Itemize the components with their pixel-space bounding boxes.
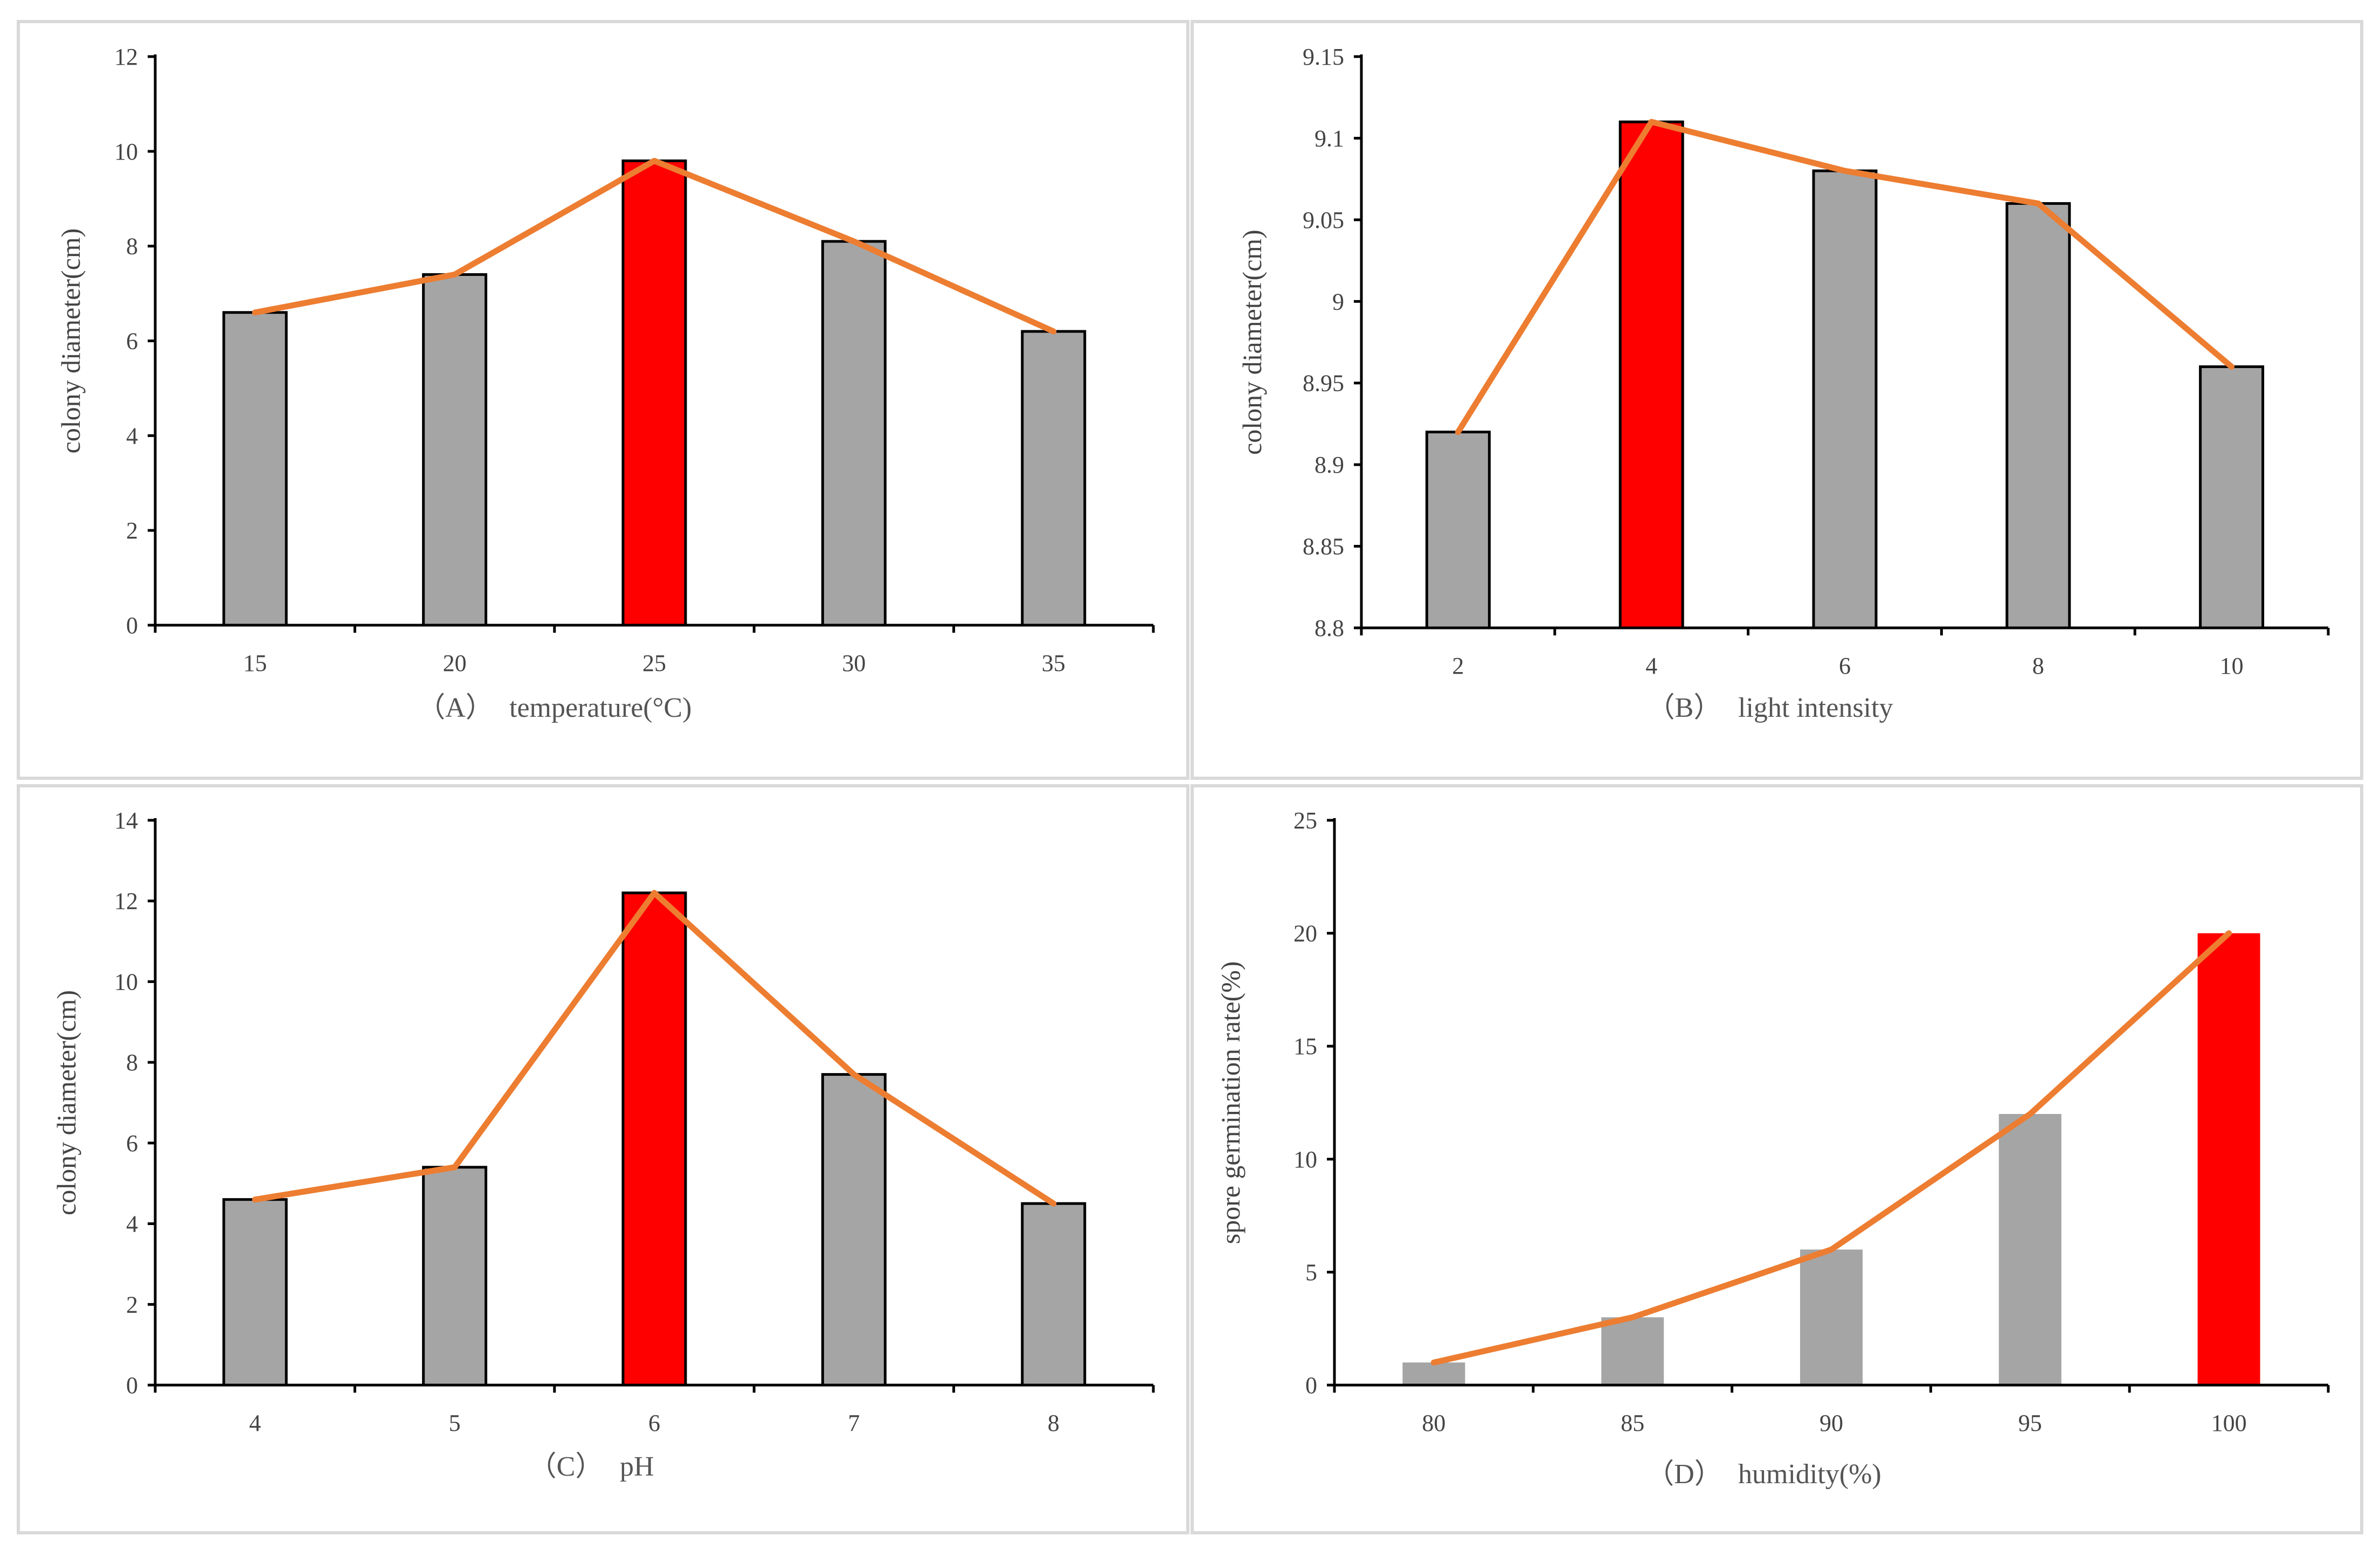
x-tick-label: 80 [1422, 1410, 1445, 1436]
y-tick-label: 6 [126, 1130, 138, 1157]
panel-frame [1191, 20, 2363, 780]
y-tick-label: 8.95 [1303, 370, 1344, 397]
y-tick-label: 8.8 [1314, 615, 1344, 641]
bar [1601, 1317, 1664, 1385]
bar [1021, 330, 1087, 627]
bar [1998, 1113, 2061, 1385]
y-tick-label: 0 [1305, 1372, 1317, 1399]
x-tick-label: 4 [1645, 653, 1657, 679]
panel-label: （A） [417, 693, 494, 723]
x-tick-label: 8 [1048, 1410, 1060, 1436]
x-tick-label: 15 [243, 650, 267, 676]
x-axis-title: humidity(%) [1738, 1459, 1881, 1490]
x-axis-title: pH [620, 1451, 654, 1482]
y-tick-label: 0 [126, 612, 138, 639]
y-tick-label: 15 [1293, 1033, 1317, 1060]
x-tick-label: 6 [1839, 653, 1851, 679]
y-tick-label: 12 [114, 888, 138, 915]
x-tick-label: 30 [842, 650, 866, 676]
y-tick-label: 8 [126, 233, 138, 260]
y-tick-label: 0 [126, 1372, 138, 1399]
x-tick-label: 100 [2211, 1410, 2247, 1436]
y-tick-label: 10 [1293, 1146, 1317, 1173]
panel-c: 0 2 4 6 8 10 12 14 4 5 6 7 8 colony diameter(cm) （C） pH [17, 784, 1189, 1534]
y-tick-label: 8 [126, 1049, 138, 1076]
x-tick-label: 25 [642, 650, 666, 676]
bar-highlight [1618, 120, 1684, 629]
bar [2005, 202, 2071, 629]
y-tick-label: 9 [1332, 288, 1344, 315]
bar-highlight [2197, 933, 2260, 1385]
x-tick-label: 85 [1621, 1410, 1644, 1436]
y-tick-label: 2 [126, 517, 138, 544]
x-tick-label: 5 [449, 1410, 461, 1436]
y-axis-title: colony diameter(cm) [51, 990, 81, 1215]
trend-line [252, 890, 1057, 1207]
bar [222, 1198, 288, 1387]
trend-line [1455, 119, 2235, 435]
y-tick-label: 25 [1293, 807, 1317, 834]
y-axis-title: spore germination rate(%) [1215, 961, 1246, 1244]
bar [422, 1166, 488, 1387]
x-tick-label: 8 [2032, 653, 2044, 679]
y-tick-label: 9.1 [1314, 125, 1344, 151]
y-tick-label: 6 [126, 328, 138, 355]
bar-highlight [621, 891, 687, 1387]
y-tick-label: 9.15 [1303, 44, 1344, 70]
y-tick-label: 4 [126, 1211, 138, 1237]
x-tick-label: 4 [249, 1410, 261, 1436]
x-tick-label: 95 [2018, 1410, 2042, 1436]
y-tick-label: 9.05 [1303, 207, 1344, 233]
trend-line [252, 157, 1057, 335]
bar [2199, 365, 2265, 629]
panel-frame [17, 784, 1189, 1534]
y-tick-label: 4 [126, 423, 138, 449]
bar [1812, 169, 1878, 629]
bar [222, 311, 288, 627]
panel-frame [17, 20, 1189, 780]
x-tick-label: 20 [443, 650, 467, 676]
bar-highlight [621, 159, 687, 627]
x-tick-label: 35 [1042, 650, 1066, 676]
x-tick-label: 6 [648, 1410, 660, 1436]
panel-label: （B） [1647, 693, 1722, 723]
x-axis-title: temperature(°C) [509, 693, 691, 723]
panel-frame [1191, 784, 2363, 1534]
y-tick-label: 8.85 [1303, 534, 1344, 560]
y-axis-title: colony diameter(cm) [56, 229, 86, 454]
panel-b: 8.8 8.85 8.9 8.95 9 9.05 9.1 9.15 2 4 6 8 10 colony d… [1191, 20, 2363, 780]
y-tick-label: 2 [126, 1291, 138, 1318]
y-tick-label: 8.9 [1314, 452, 1344, 478]
y-tick-label: 10 [114, 139, 138, 165]
y-axis-title: colony diameter(cm) [1237, 230, 1267, 455]
bar [1021, 1202, 1087, 1387]
panel-a: 0 2 4 6 8 10 12 15 20 25 30 35 colony diameter(cm) （A… [17, 20, 1189, 780]
y-tick-label: 20 [1293, 921, 1317, 947]
bar [1425, 431, 1491, 629]
panel-d: 0 5 10 15 20 25 80 85 90 95 100 spore germination r… [1191, 784, 2363, 1534]
panel-label: （D） [1646, 1459, 1722, 1490]
panel-label: （C） [529, 1451, 604, 1482]
y-tick-label: 14 [114, 807, 138, 834]
y-tick-label: 10 [114, 968, 138, 995]
bar [821, 240, 887, 627]
x-axis-title: light intensity [1738, 693, 1893, 723]
x-tick-label: 10 [2220, 653, 2244, 679]
trend-line [1430, 930, 2232, 1366]
y-tick-label: 5 [1305, 1259, 1317, 1285]
bar [821, 1073, 887, 1387]
x-tick-label: 2 [1452, 653, 1464, 679]
bar [422, 273, 488, 627]
x-tick-label: 7 [848, 1410, 860, 1436]
bar [1800, 1249, 1863, 1385]
x-tick-label: 90 [1819, 1410, 1843, 1436]
bar [1402, 1362, 1465, 1385]
y-tick-label: 12 [114, 44, 138, 70]
